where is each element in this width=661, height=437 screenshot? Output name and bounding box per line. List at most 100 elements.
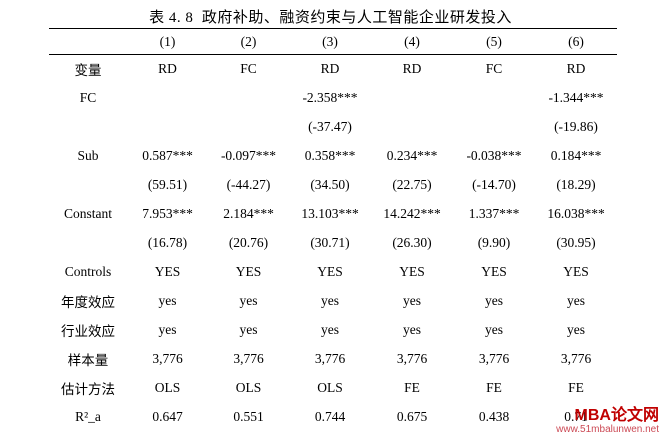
table-cell: 0.184*** [550, 148, 602, 163]
table-cell: yes [403, 322, 421, 337]
column-header: (4) [371, 28, 453, 55]
table-cell: (-19.86) [554, 119, 598, 134]
table-cell: -0.097*** [220, 148, 277, 163]
table-cell: yes [567, 322, 585, 337]
table-cell: 7.953*** [142, 206, 193, 221]
table-cell: YES [154, 264, 181, 279]
row-label: Controls [64, 264, 112, 279]
table-row: Constant 7.953*** 2.184*** 13.103*** 14.242*… [49, 200, 617, 229]
table-cell: FE [568, 380, 584, 395]
table-cell: yes [239, 293, 258, 308]
table-row: 估计方法 OLS OLS OLS FE FE FE [49, 374, 617, 403]
table-cell: OLS [154, 380, 181, 395]
table-cell: (22.75) [392, 177, 432, 192]
table-row: 变量 RD FC RD RD FC RD [49, 55, 617, 84]
table-cell [127, 84, 208, 113]
table-cell: 0.647 [152, 409, 183, 424]
table-cell: FC [240, 61, 257, 77]
table-cell: 3,776 [478, 351, 510, 366]
table-row: 样本量 3,776 3,776 3,776 3,776 3,776 3,776 [49, 345, 617, 374]
table-cell: 0.71 [564, 409, 588, 424]
table-cell [371, 113, 453, 142]
table-cell [453, 84, 535, 113]
table-cell: -2.358*** [302, 90, 358, 105]
table-cell: (18.29) [556, 177, 596, 192]
row-label: 行业效应 [61, 324, 115, 339]
column-header: (2) [208, 28, 289, 55]
table-cell: yes [321, 293, 339, 308]
row-label: FC [79, 90, 97, 105]
row-label: 估计方法 [61, 382, 115, 397]
table-cell: 1.337*** [468, 206, 520, 221]
table-cell: YES [317, 264, 343, 279]
table-cell: 0.744 [314, 409, 346, 424]
table-cell [208, 84, 289, 113]
row-label [49, 113, 127, 142]
table-cell: YES [235, 264, 262, 279]
table-cell: 14.242*** [383, 206, 441, 221]
table-cell: (-44.27) [226, 177, 271, 192]
table-cell: 0.551 [233, 409, 264, 424]
table-cell: 3,776 [396, 351, 428, 366]
table-cell [127, 113, 208, 142]
row-label: Constant [63, 206, 112, 221]
table-cell: yes [485, 322, 503, 337]
table-cell: 13.103*** [301, 206, 359, 221]
table-row: FC -2.358*** -1.344*** [49, 84, 617, 113]
table-cell: FE [404, 380, 420, 395]
table-cell [371, 84, 453, 113]
table-cell: 0.234*** [386, 148, 438, 163]
watermark-logo-text: MBA论文网 [574, 406, 659, 424]
header-label-cell [49, 28, 127, 55]
table-cell: yes [239, 322, 258, 337]
table-cell: yes [158, 293, 177, 308]
table-row: 年度效应 yes yes yes yes yes yes [49, 287, 617, 316]
table-cell: 16.038*** [547, 206, 605, 221]
row-label: R²_a [75, 409, 101, 424]
row-label [49, 229, 127, 258]
table-cell: 3,776 [560, 351, 592, 366]
row-label [49, 171, 127, 200]
table-cell: 0.438 [478, 409, 510, 424]
regression-table: (1) (2) (3) (4) (5) (6) 变量 RD FC RD RD FC RD FC -2.35… [49, 28, 617, 432]
table-cell: yes [321, 322, 339, 337]
column-header-row: (1) (2) (3) (4) (5) (6) [49, 28, 617, 55]
table-cell: RD [158, 61, 177, 77]
row-label: 样本量 [67, 353, 109, 368]
table-cell: FC [485, 61, 503, 77]
table-cell: yes [403, 293, 421, 308]
row-label: Sub [77, 148, 99, 163]
table-title: 表 4. 8 政府补助、融资约束与人工智能企业研发投入 [149, 10, 512, 26]
table-row: Controls YES YES YES YES YES YES [49, 258, 617, 287]
table-cell: (26.30) [392, 235, 432, 250]
table-cell: FE [486, 380, 502, 395]
table-cell: (-37.47) [308, 119, 352, 134]
table-cell: 0.358*** [304, 148, 356, 163]
table-cell: (20.76) [228, 235, 269, 250]
table-cell: (30.71) [310, 235, 350, 250]
table-row: 行业效应 yes yes yes yes yes yes [49, 316, 617, 345]
table-row: (-37.47) (-19.86) [49, 113, 617, 142]
column-header: (5) [453, 28, 535, 55]
column-header: (1) [127, 28, 208, 55]
table-cell [453, 113, 535, 142]
table-cell: RD [402, 61, 422, 77]
table-cell: -0.038*** [466, 148, 522, 163]
table-cell: YES [399, 264, 425, 279]
table-cell: yes [158, 322, 177, 337]
table-row: (16.78) (20.76) (30.71) (26.30) (9.90) (30.95… [49, 229, 617, 258]
watermark: MBA论文网 www.51mbalunwen.net [556, 406, 659, 435]
table-cell: 0.587*** [142, 148, 193, 163]
table-cell: YES [563, 264, 589, 279]
table-cell [208, 113, 289, 142]
table-cell: -1.344*** [548, 90, 604, 105]
table-row: Sub 0.587*** -0.097*** 0.358*** 0.234*** -0.0… [49, 142, 617, 171]
table-cell: 3,776 [314, 351, 346, 366]
regression-table-wrap: (1) (2) (3) (4) (5) (6) 变量 RD FC RD RD FC RD FC -2.35… [49, 28, 617, 432]
table-cell: OLS [317, 380, 343, 395]
watermark-site-url: www.51mbalunwen.net [556, 423, 659, 435]
column-header: (3) [289, 28, 371, 55]
row-label: 年度效应 [61, 295, 115, 310]
row-label: 变量 [74, 63, 102, 79]
table-cell: 0.675 [396, 409, 428, 424]
